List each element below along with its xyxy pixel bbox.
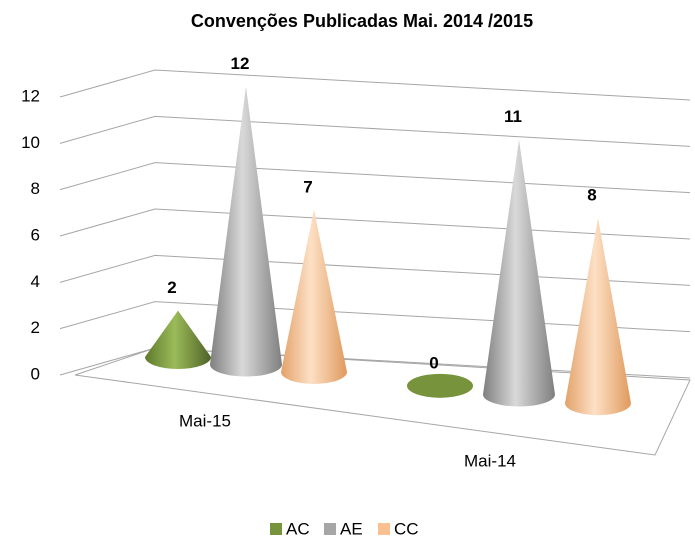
y-tick-label: 2 (31, 318, 40, 337)
legend-swatch (270, 523, 282, 535)
y-tick-label: 4 (31, 272, 40, 291)
cone (407, 373, 473, 398)
grid-line (59, 115, 691, 147)
legend-swatch (324, 523, 336, 535)
cone (210, 86, 282, 377)
x-tick-label: Mai-14 (464, 451, 516, 470)
y-tick-label: 8 (31, 179, 40, 198)
legend-label: AE (340, 519, 363, 538)
chart-title: Convenções Publicadas Mai. 2014 /2015 (191, 11, 533, 31)
y-tick-label: 10 (21, 133, 40, 152)
legend-label: AC (286, 519, 310, 538)
cone (483, 139, 555, 407)
cone (281, 209, 347, 384)
legend-swatch (378, 523, 390, 535)
grid-line (59, 69, 691, 101)
data-label: 12 (231, 54, 250, 73)
data-label: 8 (587, 185, 596, 204)
y-tick-label: 12 (21, 86, 40, 105)
y-tick-label: 0 (31, 364, 40, 383)
legend-label: CC (394, 519, 419, 538)
cone (565, 217, 631, 416)
data-label: 2 (167, 278, 176, 297)
x-tick-label: Mai-15 (179, 411, 231, 430)
floor (74, 347, 691, 456)
cone (145, 310, 211, 369)
data-label: 11 (504, 107, 522, 126)
y-tick-label: 6 (31, 225, 40, 244)
grid-line (59, 162, 691, 194)
data-label: 0 (429, 353, 438, 372)
data-label: 7 (303, 177, 312, 196)
